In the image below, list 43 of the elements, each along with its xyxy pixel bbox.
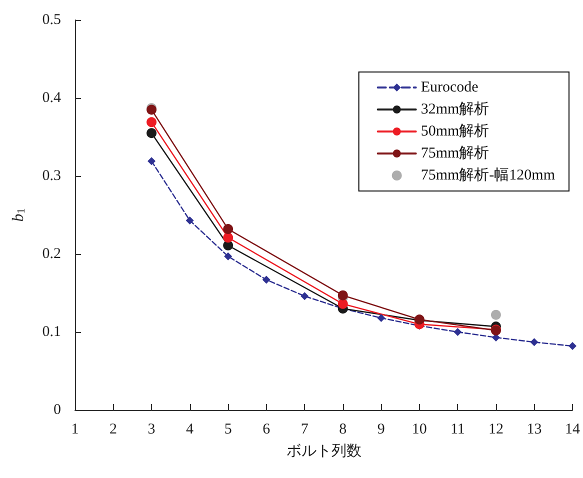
point [262,276,270,284]
point [146,117,157,128]
point [568,342,576,350]
y-tick-label: 0.2 [42,246,61,262]
legend-label: Eurocode [420,80,479,96]
y-tick-label: 0.5 [42,12,61,28]
legend-label: 75mm解析 [420,144,490,162]
point [223,224,234,234]
legend-label: 32mm解析 [420,100,490,118]
point [338,290,348,300]
x-tick-label: 14 [565,422,580,438]
x-tick-label: 11 [450,422,465,438]
point [338,298,348,309]
point [377,314,386,322]
x-tick-label: 3 [148,422,156,438]
y-tick-label: 0.3 [42,168,61,184]
point [223,232,234,243]
point [146,128,157,138]
point [186,216,194,224]
y-tick-label: 0.1 [42,324,61,340]
x-tick-label: 1 [71,422,79,438]
point [454,328,462,336]
x-tick-label: 5 [224,422,232,438]
x-tick-label: 13 [526,422,542,438]
x-axis-title: ボルト列数 [286,444,362,460]
point [224,252,232,260]
x-tick-label: 8 [339,422,347,438]
x-tick-label: 10 [412,422,427,438]
legend-label: 50mm解析 [420,122,490,140]
y-axis-title: b1 [10,208,28,222]
point [490,310,501,320]
x-tick-label: 12 [488,422,504,438]
point [530,338,538,346]
x-tick-label: 6 [262,422,271,438]
point [300,292,309,300]
point [148,157,156,166]
y-tick-label: 0 [54,402,61,418]
x-tick-label: 9 [377,422,385,438]
x-tick-label: 7 [300,422,309,438]
y-tick-label: 0.4 [42,90,62,106]
x-tick-label: 2 [110,422,118,438]
legend-label: 75mm解析-幅120mm [420,166,556,184]
x-tick-label: 4 [186,422,194,438]
